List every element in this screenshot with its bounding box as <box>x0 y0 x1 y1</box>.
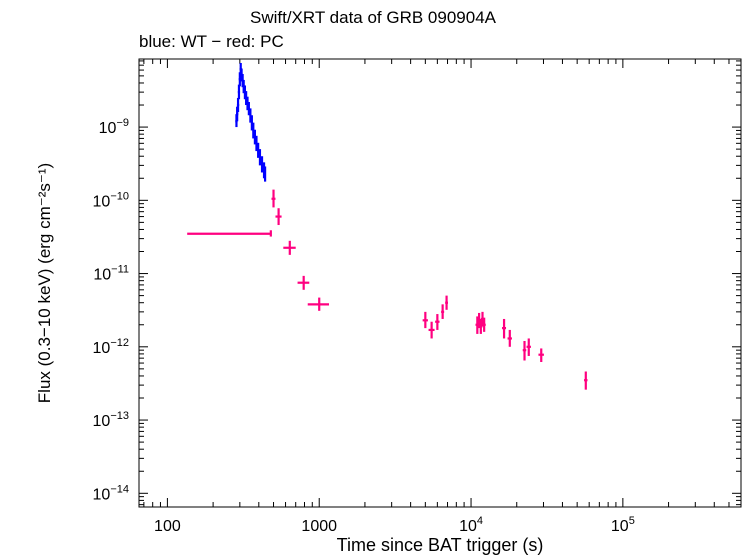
pc-data-point <box>522 341 527 361</box>
plot-frame <box>138 58 742 508</box>
wt-data-point <box>263 166 267 182</box>
wt-data-point <box>255 135 258 152</box>
x-tick-label: 1000 <box>301 518 337 535</box>
y-tick-label: 10−10 <box>93 190 129 210</box>
pc-data-point <box>435 314 440 330</box>
x-tick-label: 104 <box>459 515 483 535</box>
y-tick-label: 10−14 <box>93 483 129 503</box>
pc-data-point <box>526 338 531 356</box>
pc-data-point <box>538 348 544 363</box>
pc-data-point <box>297 275 310 290</box>
pc-data-point <box>428 321 435 339</box>
pc-data-point <box>422 311 428 329</box>
pc-data-point <box>584 371 588 390</box>
pc-data-point <box>482 317 486 332</box>
y-tick-label: 10−12 <box>93 337 129 357</box>
y-tick-label: 10−9 <box>99 117 129 137</box>
wt-data-point <box>257 142 260 158</box>
pc-data-point <box>445 295 448 310</box>
pc-data-point <box>283 240 296 255</box>
x-tick-label: 100 <box>154 518 181 535</box>
y-axis-label: Flux (0.3−10 keV) (erg cm⁻²s⁻¹) <box>35 162 54 404</box>
chart-title: Swift/XRT data of GRB 090904A <box>249 8 496 27</box>
pc-data-point <box>271 189 276 208</box>
pc-data-point <box>275 208 282 226</box>
y-tick-label: 10−11 <box>93 264 129 284</box>
x-tick-label: 105 <box>611 515 635 535</box>
pc-data-point <box>187 230 272 237</box>
pc-data-point <box>441 304 445 319</box>
chart-subtitle: blue: WT − red: PC <box>139 32 284 51</box>
x-axis-label: Time since BAT trigger (s) <box>336 535 544 555</box>
wt-data-point <box>236 97 240 113</box>
wt-data-point <box>237 84 241 100</box>
pc-data-point <box>307 297 330 311</box>
wt-data-point <box>260 156 264 173</box>
wt-data-point <box>258 149 262 166</box>
y-tick-label: 10−13 <box>93 410 129 430</box>
pc-data-point <box>507 329 512 347</box>
pc-data-point <box>502 318 507 339</box>
